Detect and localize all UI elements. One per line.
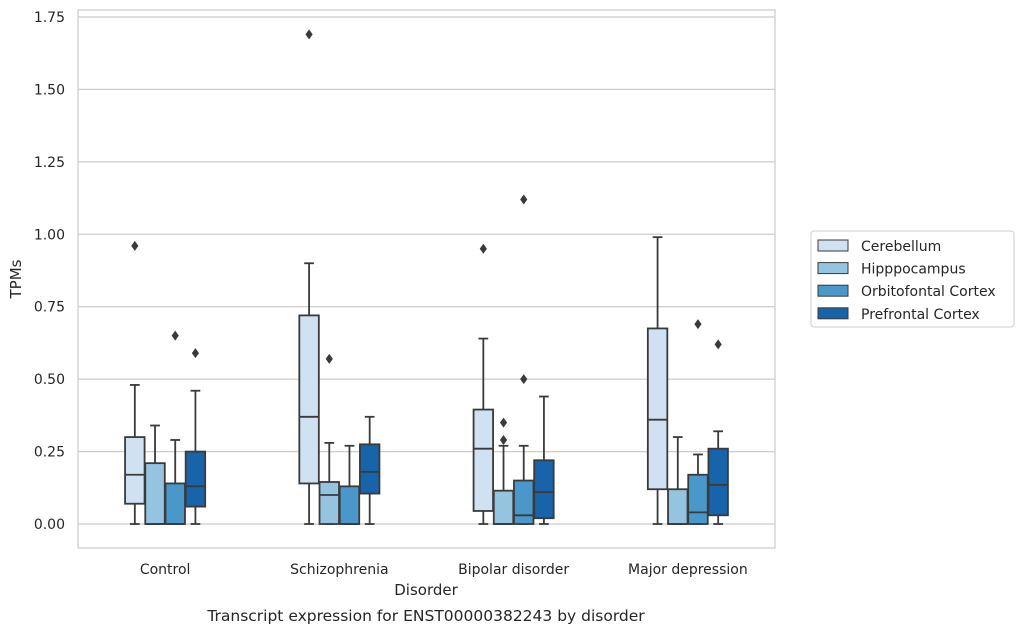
- box: [298, 29, 320, 525]
- outlier-point: [499, 434, 508, 445]
- legend-swatch: [817, 239, 849, 252]
- box-series: [124, 29, 729, 525]
- box: [667, 436, 689, 525]
- box: [533, 395, 555, 525]
- box-body: [144, 462, 166, 525]
- box-body: [707, 447, 729, 517]
- box-body: [298, 314, 320, 485]
- box: [124, 240, 146, 525]
- outlier-point: [479, 243, 487, 254]
- outlier-point: [171, 330, 179, 341]
- y-axis-label: TPMs: [7, 259, 25, 299]
- y-tick-label: 0.75: [34, 300, 65, 316]
- legend-item[interactable]: Orbitofontal Cortex: [817, 284, 996, 300]
- box-body: [687, 473, 709, 525]
- x-tick-label: Control: [140, 562, 191, 578]
- box: [184, 348, 207, 525]
- legend-swatch: [817, 307, 849, 320]
- box-body: [164, 482, 186, 525]
- legend[interactable]: Cerebellum Hipppocampus Orbitofontal Corte…: [810, 230, 1015, 328]
- outlier-point: [325, 353, 333, 364]
- legend-item[interactable]: Cerebellum: [817, 239, 941, 255]
- legend-swatch: [817, 262, 849, 275]
- box-body: [359, 443, 381, 495]
- outlier-point: [520, 374, 528, 385]
- box-body: [318, 481, 340, 525]
- legend-item[interactable]: Hipppocampus: [817, 262, 966, 278]
- legend-swatch: [817, 284, 849, 297]
- box: [359, 415, 381, 525]
- gridlines: [78, 16, 775, 525]
- outlier-point: [131, 240, 139, 251]
- x-axis-ticks: Control Schizophrenia Bipolar disorder Majo…: [140, 562, 748, 578]
- box-body: [533, 459, 555, 520]
- x-axis-label: Disorder: [394, 581, 458, 599]
- y-tick-label: 1.75: [34, 10, 65, 26]
- box: [687, 319, 709, 525]
- box: [318, 353, 340, 525]
- box: [707, 339, 729, 525]
- x-tick-label: Schizophrenia: [290, 562, 388, 578]
- legend-label: Orbitofontal Cortex: [861, 284, 996, 300]
- box: [144, 424, 166, 525]
- box-body: [338, 485, 361, 525]
- x-tick-label: Major depression: [628, 562, 748, 578]
- plot-area-frame: [77, 9, 776, 549]
- box-body: [124, 436, 146, 505]
- y-tick-label: 0.00: [34, 517, 65, 533]
- box-body: [667, 488, 689, 525]
- y-tick-label: 0.50: [34, 372, 65, 388]
- box-body: [646, 327, 669, 491]
- box: [164, 330, 186, 525]
- box: [513, 194, 535, 525]
- box: [492, 417, 515, 525]
- legend-label: Hipppocampus: [861, 262, 966, 278]
- outlier-point: [305, 29, 313, 40]
- y-tick-label: 0.25: [34, 445, 65, 461]
- box-body: [513, 479, 535, 525]
- legend-label: Cerebellum: [861, 239, 941, 255]
- outlier-point: [520, 194, 528, 205]
- outlier-point: [499, 417, 508, 428]
- box-body: [184, 450, 207, 508]
- box: [472, 243, 494, 525]
- legend-label: Prefrontal Cortex: [861, 307, 980, 323]
- chart-caption: Transcript expression for ENST0000038224…: [206, 607, 645, 625]
- y-tick-label: 1.25: [34, 155, 65, 171]
- y-axis-ticks: 0.00 0.25 0.50 0.75 1.00 1.25 1.50 1.75: [34, 10, 65, 533]
- legend-item[interactable]: Prefrontal Cortex: [817, 307, 980, 323]
- outlier-point: [694, 319, 702, 330]
- box: [646, 236, 669, 525]
- outlier-point: [714, 339, 722, 350]
- y-tick-label: 1.50: [34, 82, 65, 98]
- y-tick-label: 1.00: [34, 227, 65, 243]
- x-tick-label: Bipolar disorder: [458, 562, 569, 578]
- legend-frame: [810, 230, 1015, 328]
- box-body: [472, 408, 494, 512]
- box: [338, 444, 361, 525]
- box-body: [492, 489, 515, 525]
- outlier-point: [191, 348, 200, 359]
